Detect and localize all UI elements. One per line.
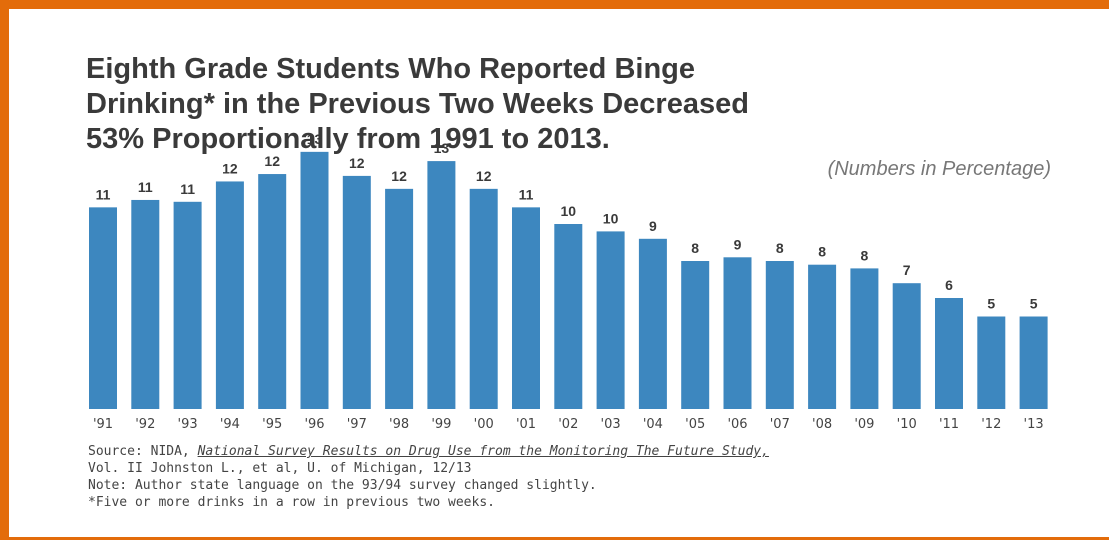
data-label: 11 [180,181,195,197]
source-authors: Vol. II Johnston L., et al, U. of Michig… [88,461,472,476]
x-tick-label: '93 [178,417,198,432]
title-line-2: Drinking* in the Previous Two Weeks Decr… [86,88,749,120]
data-label: 10 [603,210,619,226]
x-tick-label: '95 [262,417,282,432]
data-label: 8 [776,240,784,256]
data-label: 7 [903,262,911,278]
data-label: 12 [264,153,280,169]
bar [808,264,837,409]
bar [977,316,1006,409]
data-label: 5 [987,296,995,312]
source-notes: Source: NIDA, National Survey Results on… [88,443,769,511]
x-tick-label: '06 [727,417,747,432]
bar [427,161,456,409]
x-tick-label: '13 [1024,417,1044,432]
data-label: 11 [138,179,153,195]
data-label: 10 [561,203,577,219]
bar [850,268,879,409]
data-label: 8 [818,244,826,260]
bar [723,257,752,409]
x-tick-label: '94 [220,417,240,432]
data-label: 5 [1030,296,1038,312]
bar [596,231,625,409]
source-line: Source: NIDA, National Survey Results on… [88,443,769,460]
data-label: 11 [519,186,534,202]
x-tick-label: '01 [516,417,536,432]
chart-subtitle: (Numbers in Percentage) [827,158,1051,180]
data-label: 13 [434,140,450,156]
bar [258,174,287,409]
data-label: 8 [691,240,699,256]
title-line-3: 53% Proportionally from 1991 to 2013. [86,123,610,155]
x-tick-label: '02 [558,417,578,432]
data-label: 12 [391,168,407,184]
x-tick-label: '91 [93,417,113,432]
bar [765,261,794,409]
x-tick-label: '04 [643,417,663,432]
bar-chart: 11 '91 11 '92 11 '93 12 '94 12 '95 13 '96 12 '97 12 '98… [89,131,1048,432]
x-tick-label: '12 [981,417,1001,432]
chart-title: Eighth Grade Students Who Reported Binge… [86,52,966,157]
bar [892,283,921,409]
data-label: 13 [307,131,323,147]
data-label: 12 [349,155,365,171]
source-title-link[interactable]: National Survey Results on Drug Use from… [197,444,769,459]
x-tick-label: '10 [897,417,917,432]
x-tick-label: '11 [939,417,959,432]
data-label: 9 [649,218,657,234]
bar [554,224,583,409]
x-tick-label: '09 [854,417,874,432]
data-label: 6 [945,277,953,293]
bar [131,199,160,409]
x-tick-label: '96 [304,417,324,432]
x-tick-label: '03 [601,417,621,432]
x-tick-label: '07 [770,417,790,432]
data-label: 12 [222,160,238,176]
bar [469,188,498,409]
data-label: 9 [734,236,742,252]
note-line: Note: Author state language on the 93/94… [88,478,597,493]
data-label: 11 [96,186,111,202]
bar [385,188,414,409]
bar [638,238,667,409]
bar [935,298,963,409]
bar [215,181,244,409]
x-tick-label: '08 [812,417,832,432]
footnote-line: *Five or more drinks in a row in previou… [88,495,495,510]
bar [681,261,710,409]
bar [89,207,117,409]
bar [300,151,329,409]
x-tick-label: '97 [347,417,367,432]
data-label: 12 [476,168,492,184]
bar [342,175,371,409]
title-line-1: Eighth Grade Students Who Reported Binge [86,53,695,85]
x-tick-label: '98 [389,417,409,432]
bar [512,207,540,409]
x-tick-label: '92 [135,417,155,432]
data-label: 8 [861,247,869,263]
x-tick-label: '05 [685,417,705,432]
bar [1019,316,1048,409]
x-tick-label: '99 [431,417,451,432]
bar [173,201,202,409]
source-prefix: Source: NIDA, [88,444,198,459]
x-tick-label: '00 [474,417,494,432]
